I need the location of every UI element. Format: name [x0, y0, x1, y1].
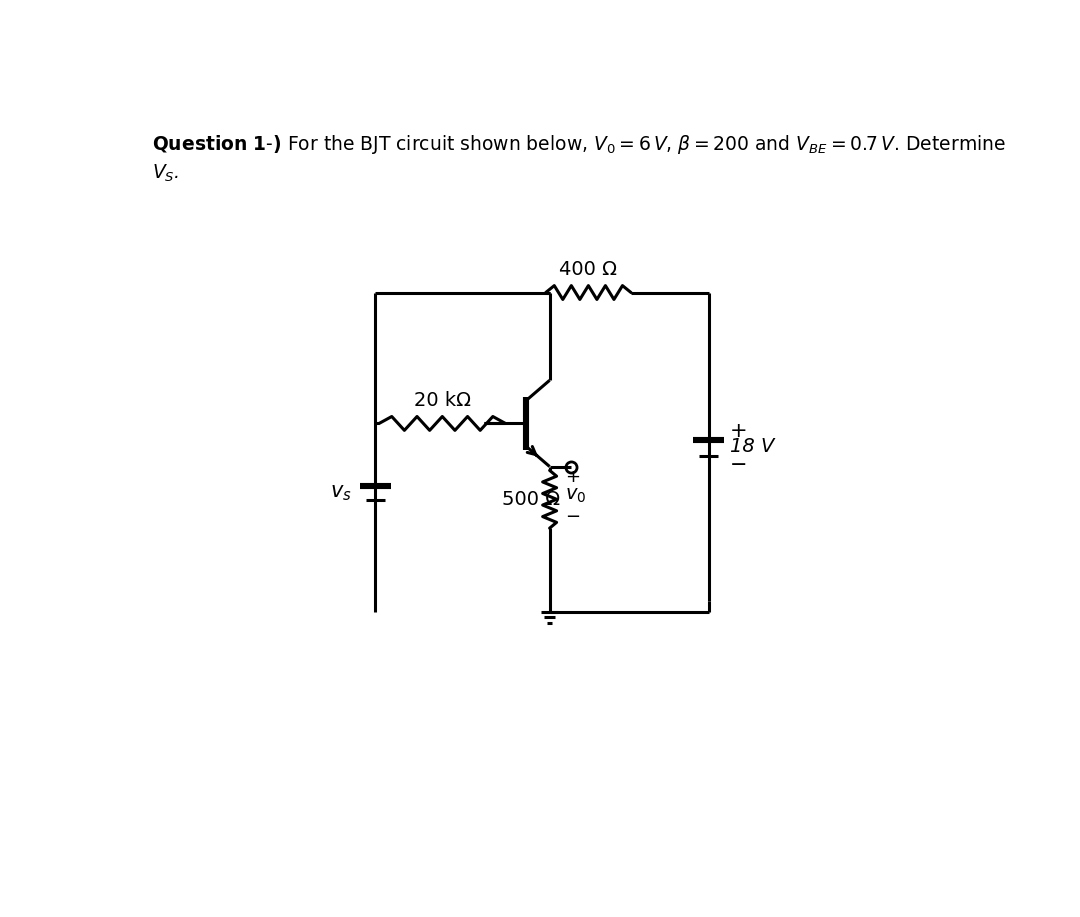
Text: +: +	[730, 421, 747, 441]
Text: $v_s$: $v_s$	[329, 482, 351, 503]
Text: 18 V: 18 V	[730, 437, 774, 456]
Text: 500 Ω: 500 Ω	[501, 490, 559, 509]
Text: $\mathbf{Question\ 1\text{-})}$ For the BJT circuit shown below, $V_0 = 6\,V$, $: $\mathbf{Question\ 1\text{-})}$ For the …	[152, 133, 1005, 156]
Text: $V_S$.: $V_S$.	[152, 162, 179, 183]
Text: +: +	[565, 468, 580, 486]
Text: 20 kΩ: 20 kΩ	[414, 391, 471, 410]
Text: −: −	[730, 455, 747, 475]
Text: −: −	[565, 508, 580, 525]
Text: $v_0$: $v_0$	[565, 486, 586, 505]
Text: 400 Ω: 400 Ω	[559, 260, 618, 279]
